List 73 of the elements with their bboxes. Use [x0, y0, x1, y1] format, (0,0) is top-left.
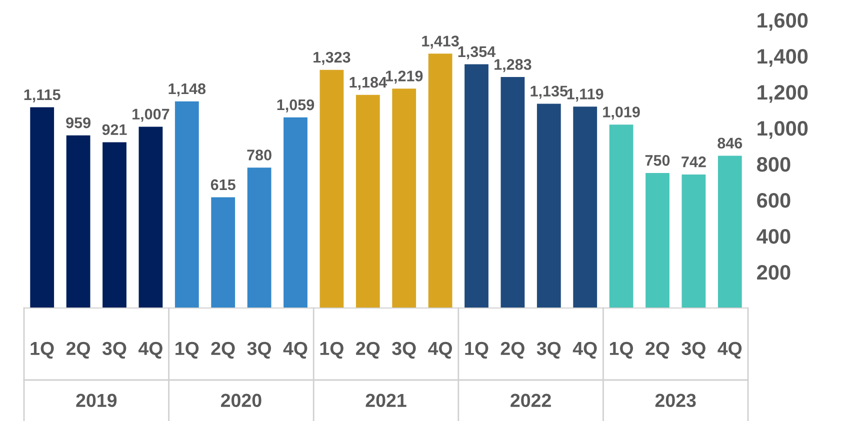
data-label: 1,119: [567, 88, 604, 102]
data-label: 1,115: [24, 89, 60, 102]
x-tick-label: 4Q: [138, 342, 162, 359]
bar: [320, 70, 344, 308]
x-tick-label: 4Q: [718, 342, 742, 359]
text: 2020: [220, 394, 262, 408]
data-label: 1,219: [386, 70, 423, 84]
bar: [174, 101, 199, 308]
x-tick-label: 3Q: [102, 342, 126, 359]
x-tick-label: 1Q: [30, 342, 54, 359]
bar: [30, 107, 54, 308]
bar: [718, 156, 742, 308]
text: 2023: [655, 394, 696, 408]
data-label: 615: [210, 179, 236, 190]
text: 2019: [76, 394, 117, 408]
y-tick-label: 1,600: [758, 13, 808, 31]
bar: [392, 88, 416, 308]
x-tick-label: 2Q: [646, 342, 670, 359]
x-tick-label: 4Q: [428, 342, 452, 359]
x-tick-label: 4Q: [283, 342, 308, 359]
bar: [247, 168, 272, 308]
x-tick-label: 3Q: [392, 342, 416, 359]
bar: [500, 77, 525, 308]
x-tick-label: 1Q: [465, 342, 488, 359]
y-tick-label: 600: [757, 193, 790, 208]
bar: [66, 135, 90, 308]
data-label: 921: [102, 124, 127, 136]
data-label: 742: [682, 156, 706, 168]
x-tick-label: 4Q: [572, 342, 597, 359]
bar: [284, 117, 308, 308]
x-tick-label: 3Q: [682, 342, 706, 359]
bar: [464, 64, 488, 308]
data-label: 1,323: [314, 52, 350, 65]
bar: [682, 174, 706, 308]
bar: [609, 124, 634, 308]
data-label: 1,148: [168, 83, 206, 96]
y-tick-label: 200: [757, 265, 790, 280]
bar: [646, 173, 670, 308]
bar: [211, 197, 236, 308]
x-tick-label: 1Q: [320, 342, 344, 359]
data-label: 1,283: [494, 59, 532, 72]
data-label: 1,007: [132, 108, 170, 122]
data-label: 846: [718, 138, 742, 149]
data-label: 1,135: [530, 86, 568, 99]
x-tick-label: 3Q: [247, 342, 272, 359]
x-tick-label: 1Q: [610, 342, 634, 359]
bar: [138, 126, 163, 308]
data-label: 1,413: [422, 36, 459, 49]
y-tick-label: 800: [756, 157, 790, 172]
x-tick-label: 2Q: [500, 342, 524, 359]
text: 2022: [510, 394, 551, 408]
bar: [573, 106, 598, 308]
y-tick-label: 400: [756, 229, 790, 244]
y-tick-label: 1,400: [758, 49, 808, 67]
x-tick-label: 2Q: [211, 342, 235, 359]
bar: [536, 104, 561, 308]
x-tick-label: 2Q: [356, 342, 380, 359]
bar: [428, 54, 452, 308]
x-tick-label: 3Q: [536, 342, 561, 359]
bar: [102, 142, 126, 308]
y-tick-label: 1,000: [758, 121, 808, 139]
data-label: 1,019: [603, 106, 640, 120]
y-tick-label: 1,200: [758, 85, 808, 103]
text: 2021: [366, 394, 406, 408]
bar: [356, 94, 380, 308]
x-tick-label: 1Q: [176, 342, 199, 359]
data-label: 1,059: [277, 99, 314, 112]
data-label: 780: [247, 150, 272, 160]
data-label: 959: [66, 117, 90, 128]
data-label: 750: [645, 154, 670, 166]
data-label: 1,184: [350, 76, 387, 90]
data-label: 1,354: [458, 46, 496, 60]
x-tick-label: 2Q: [66, 342, 90, 359]
